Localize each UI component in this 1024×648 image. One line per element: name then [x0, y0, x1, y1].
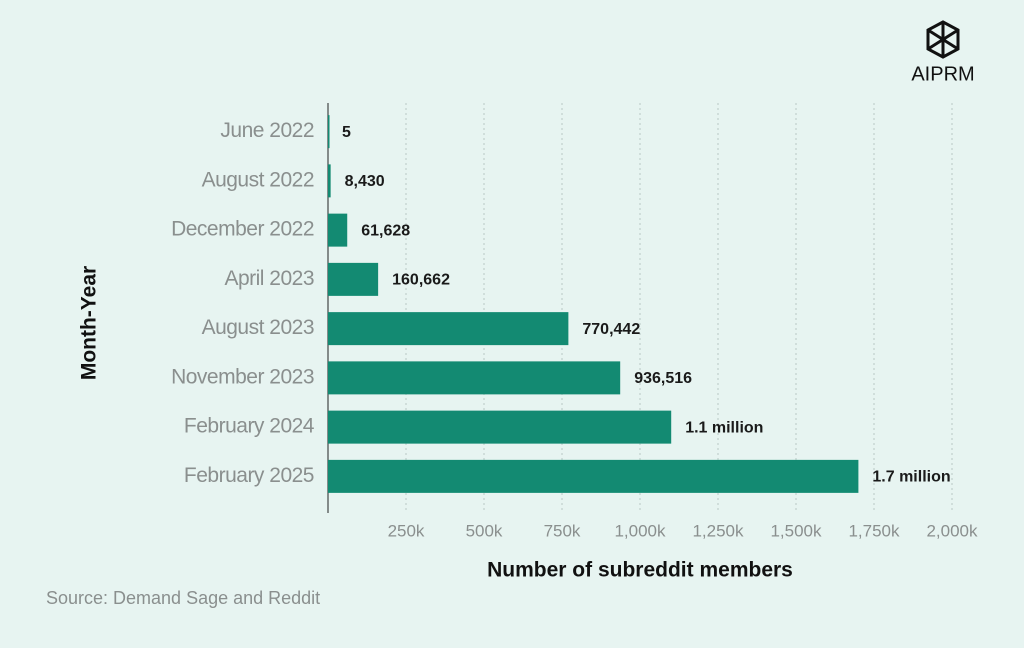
y-tick-label: December 2022 [171, 218, 314, 241]
bar [328, 262, 379, 296]
value-label: 61,628 [361, 222, 410, 239]
x-axis-title: Number of subreddit members [487, 559, 793, 582]
x-tick-label: 1,500k [770, 521, 822, 540]
value-label: 770,442 [582, 321, 640, 338]
y-tick-label: November 2023 [171, 365, 314, 388]
y-tick-label: February 2025 [184, 464, 314, 487]
value-label: 1.7 million [872, 469, 950, 486]
y-axis-title: Month-Year [78, 266, 101, 380]
value-label: 5 [342, 124, 351, 141]
x-tick-label: 1,250k [692, 521, 744, 540]
x-tick-label: 1,000k [614, 521, 666, 540]
bar [328, 410, 672, 444]
bar [328, 115, 330, 149]
source: Source: Demand Sage and Reddit [46, 588, 320, 608]
value-label: 160,662 [392, 272, 450, 289]
bar [328, 459, 859, 493]
y-tick-label: April 2023 [224, 267, 314, 290]
bar [328, 164, 331, 198]
value-label: 1.1 million [685, 419, 763, 436]
y-tick-label: February 2024 [184, 415, 315, 438]
value-label: 8,430 [345, 173, 385, 190]
value-label: 936,516 [634, 370, 692, 387]
x-tick-label: 2,000k [926, 521, 978, 540]
y-tick-label: August 2023 [202, 316, 314, 339]
bar [328, 361, 621, 395]
y-tick-label: June 2022 [220, 119, 314, 142]
x-tick-label: 250k [388, 521, 425, 540]
logo-icon [926, 20, 960, 59]
x-tick-label: 750k [544, 521, 581, 540]
bar [328, 312, 569, 346]
y-tick-label: August 2022 [202, 168, 314, 191]
x-tick-label: 500k [466, 521, 503, 540]
brand: AIPRM [911, 63, 974, 85]
x-tick-label: 1,750k [848, 521, 900, 540]
bar [328, 213, 348, 247]
